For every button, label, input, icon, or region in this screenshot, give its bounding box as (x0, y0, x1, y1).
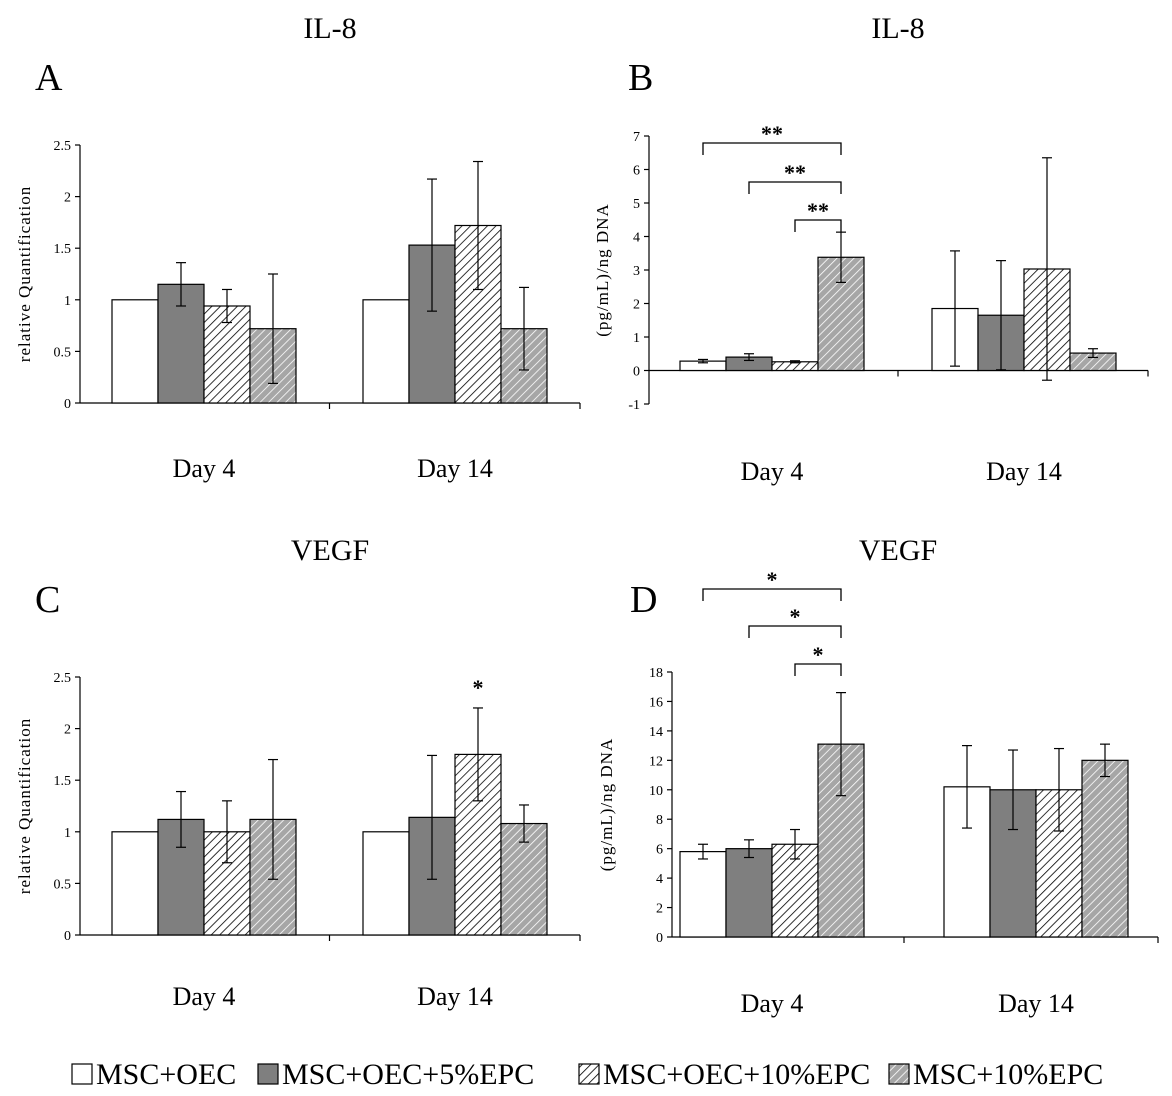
y-tick-label: 1.5 (54, 774, 72, 789)
bar (203, 305, 251, 404)
chart-title: VEGF (291, 534, 369, 567)
significance-marker: * (473, 675, 484, 700)
y-tick-label: 1 (633, 331, 640, 346)
y-axis-label: relative Quantification (15, 718, 34, 894)
significance-bracket (702, 142, 842, 155)
x-category-label: Day 14 (417, 454, 493, 483)
legend-swatch (888, 1063, 910, 1085)
y-tick-label: 14 (649, 725, 663, 740)
panel-letter: D (630, 579, 657, 621)
x-category-label: Day 4 (741, 457, 804, 486)
significance-marker: ** (807, 198, 829, 223)
y-tick-label: 1 (64, 826, 71, 841)
y-tick-label: 7 (633, 130, 640, 145)
legend-item: MSC+OEC (71, 1058, 236, 1091)
y-tick-label: 1 (64, 294, 71, 309)
legend-item: MSC+OEC+10%EPC (578, 1058, 870, 1091)
significance-marker: * (813, 642, 824, 667)
significance-marker: * (790, 604, 801, 629)
y-tick-label: 0.5 (54, 877, 72, 892)
y-tick-label: 4 (656, 872, 663, 887)
y-axis-label: relative Quantification (15, 186, 34, 362)
bar (111, 831, 159, 936)
legend-item: MSC+OEC+5%EPC (257, 1058, 534, 1091)
y-tick-label: -1 (628, 398, 640, 413)
y-tick-label: 6 (656, 843, 663, 858)
y-tick-label: 0 (656, 931, 663, 946)
chart-title: IL-8 (303, 12, 356, 45)
legend-swatch (71, 1063, 93, 1085)
y-tick-label: 8 (656, 813, 663, 828)
y-tick-label: 2.5 (54, 671, 72, 686)
bar (679, 851, 727, 938)
bar (362, 299, 410, 404)
bar (203, 831, 251, 936)
panel-letter: C (35, 579, 60, 621)
y-axis-label: (pg/mL)/ng DNA (597, 738, 616, 871)
legend-label: MSC+OEC+10%EPC (603, 1058, 870, 1091)
significance-bracket (748, 625, 842, 638)
x-category-label: Day 14 (986, 457, 1062, 486)
y-tick-label: 18 (649, 666, 663, 681)
y-axis-label: (pg/mL)/ng DNA (593, 203, 612, 336)
x-category-label: Day 14 (998, 989, 1074, 1018)
x-category-label: Day 4 (173, 454, 236, 483)
significance-bracket (702, 588, 842, 601)
y-tick-label: 4 (633, 231, 640, 246)
bar (362, 831, 410, 936)
significance-bracket (794, 219, 842, 232)
bar (111, 299, 159, 404)
y-tick-label: 0 (64, 929, 71, 944)
significance-marker: * (767, 567, 778, 592)
significance-marker: ** (784, 160, 806, 185)
legend-label: MSC+OEC+5%EPC (282, 1058, 534, 1091)
x-category-label: Day 4 (741, 989, 804, 1018)
x-category-label: Day 4 (173, 982, 236, 1011)
bar (1081, 759, 1129, 938)
panel-letter: B (628, 57, 653, 99)
bar (725, 848, 773, 938)
bar (817, 256, 865, 372)
legend-label: MSC+OEC (96, 1058, 236, 1091)
y-tick-label: 2 (656, 902, 663, 917)
legend-swatch (257, 1063, 279, 1085)
y-tick-label: 12 (649, 754, 663, 769)
y-tick-label: 2 (64, 723, 71, 738)
legend-item: MSC+10%EPC (888, 1058, 1103, 1091)
y-tick-label: 0 (64, 397, 71, 412)
y-tick-label: 2 (633, 298, 640, 313)
chart-title: VEGF (859, 534, 937, 567)
chart-title: IL-8 (871, 12, 924, 45)
significance-bracket (748, 181, 842, 194)
x-category-label: Day 14 (417, 982, 493, 1011)
significance-bracket (794, 663, 842, 676)
y-tick-label: 10 (649, 784, 663, 799)
panel-d: VEGF D (pg/mL)/ng DNA 0 2 4 6 8 10 12 14 16 18 Day 4 D… (597, 534, 1159, 1018)
panel-b: IL-8 B (pg/mL)/ng DNA -1 0 1 2 3 4 5 6 7 Day 4 Day 14… (593, 12, 1149, 486)
legend-label: MSC+10%EPC (913, 1058, 1103, 1091)
legend-swatch (578, 1063, 600, 1085)
bar (408, 244, 456, 404)
significance-marker: ** (761, 121, 783, 146)
legend: MSC+OEC MSC+OEC+5%EPC MSC+OEC+10%EPC MSC+10… (71, 1058, 1103, 1091)
y-tick-label: 1.5 (54, 242, 72, 257)
y-tick-label: 3 (633, 264, 640, 279)
y-tick-label: 0.5 (54, 345, 72, 360)
y-tick-label: 6 (633, 164, 640, 179)
y-tick-label: 16 (649, 695, 663, 710)
y-tick-label: 0 (633, 365, 640, 380)
y-tick-label: 2 (64, 191, 71, 206)
panel-letter: A (35, 57, 63, 99)
y-tick-label: 5 (633, 197, 640, 212)
y-tick-label: 2.5 (54, 139, 72, 154)
